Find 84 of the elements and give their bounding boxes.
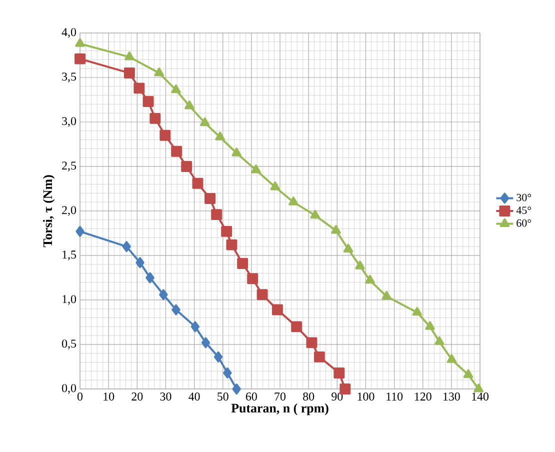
- point: [355, 260, 365, 270]
- x-tick-label: 30: [160, 392, 172, 401]
- legend-label: 45°: [516, 206, 531, 214]
- y-tick-label: 2,0: [62, 206, 76, 216]
- point: [192, 178, 204, 189]
- point: [76, 226, 84, 237]
- point: [204, 193, 216, 204]
- point: [232, 384, 241, 394]
- x-tick-label: 120: [414, 392, 432, 401]
- point: [365, 274, 375, 284]
- point: [200, 117, 210, 126]
- x-tick-label: 60: [246, 392, 257, 401]
- x-tick-label: 50: [218, 392, 228, 401]
- point: [136, 257, 144, 268]
- point: [160, 130, 171, 141]
- point: [343, 244, 354, 252]
- point: [382, 290, 392, 300]
- point: [474, 384, 484, 392]
- point: [310, 210, 320, 219]
- point: [215, 132, 225, 140]
- point: [184, 100, 194, 110]
- point: [272, 304, 283, 316]
- x-tick-label: 10: [104, 392, 114, 401]
- legend-label: 30°: [516, 194, 531, 202]
- point: [124, 68, 135, 79]
- point: [291, 321, 302, 332]
- point: [334, 367, 345, 378]
- point: [171, 146, 182, 157]
- point: [221, 226, 232, 237]
- x-tick-label: 70: [274, 392, 286, 401]
- x-tick-label: 20: [132, 392, 143, 401]
- point: [211, 209, 222, 220]
- point: [134, 82, 145, 94]
- point: [232, 148, 242, 156]
- point: [463, 369, 474, 378]
- point: [314, 351, 325, 362]
- x-tick-label: 80: [303, 392, 314, 401]
- point: [214, 351, 223, 362]
- point: [434, 336, 444, 346]
- point: [74, 53, 86, 64]
- point: [171, 84, 181, 94]
- y-tick-label: 3,5: [62, 72, 76, 82]
- y-axis-title: Torsi, τ (Nm): [42, 175, 55, 248]
- point: [306, 337, 318, 348]
- point: [251, 164, 261, 174]
- point: [247, 273, 258, 284]
- y-tick-label: 3,0: [62, 117, 76, 127]
- point: [150, 112, 161, 124]
- x-tick-label: 40: [188, 392, 200, 401]
- point: [256, 289, 268, 300]
- point: [181, 161, 192, 172]
- point: [446, 354, 457, 363]
- legend-label: 60°: [516, 219, 531, 227]
- point: [201, 337, 210, 348]
- point: [223, 367, 232, 378]
- x-tick-label: 140: [472, 392, 489, 401]
- y-tick-label: 1,5: [62, 250, 76, 260]
- x-axis-title: Putaran, n ( rpm): [231, 403, 328, 416]
- point: [122, 241, 131, 252]
- x-tick-label: 100: [358, 392, 374, 401]
- point: [159, 289, 168, 300]
- x-tick-label: 0: [77, 392, 83, 401]
- point: [190, 321, 200, 332]
- point: [331, 225, 341, 234]
- x-tick-label: 110: [386, 392, 403, 401]
- point: [412, 306, 422, 316]
- point: [142, 96, 154, 108]
- y-tick-label: 2,5: [62, 162, 76, 172]
- point: [270, 181, 280, 190]
- point: [288, 196, 298, 206]
- y-tick-label: 1,0: [62, 295, 76, 305]
- point: [340, 384, 351, 394]
- point: [146, 272, 154, 284]
- point: [226, 239, 238, 250]
- x-tick-label: 130: [444, 392, 460, 401]
- point: [154, 68, 164, 76]
- point: [124, 52, 134, 60]
- point: [425, 321, 435, 330]
- y-tick-label: 0,0: [62, 384, 76, 394]
- y-tick-label: 4,0: [62, 28, 76, 38]
- point: [172, 304, 180, 316]
- point: [75, 38, 85, 47]
- point: [237, 258, 248, 269]
- y-tick-label: 0,5: [62, 340, 76, 350]
